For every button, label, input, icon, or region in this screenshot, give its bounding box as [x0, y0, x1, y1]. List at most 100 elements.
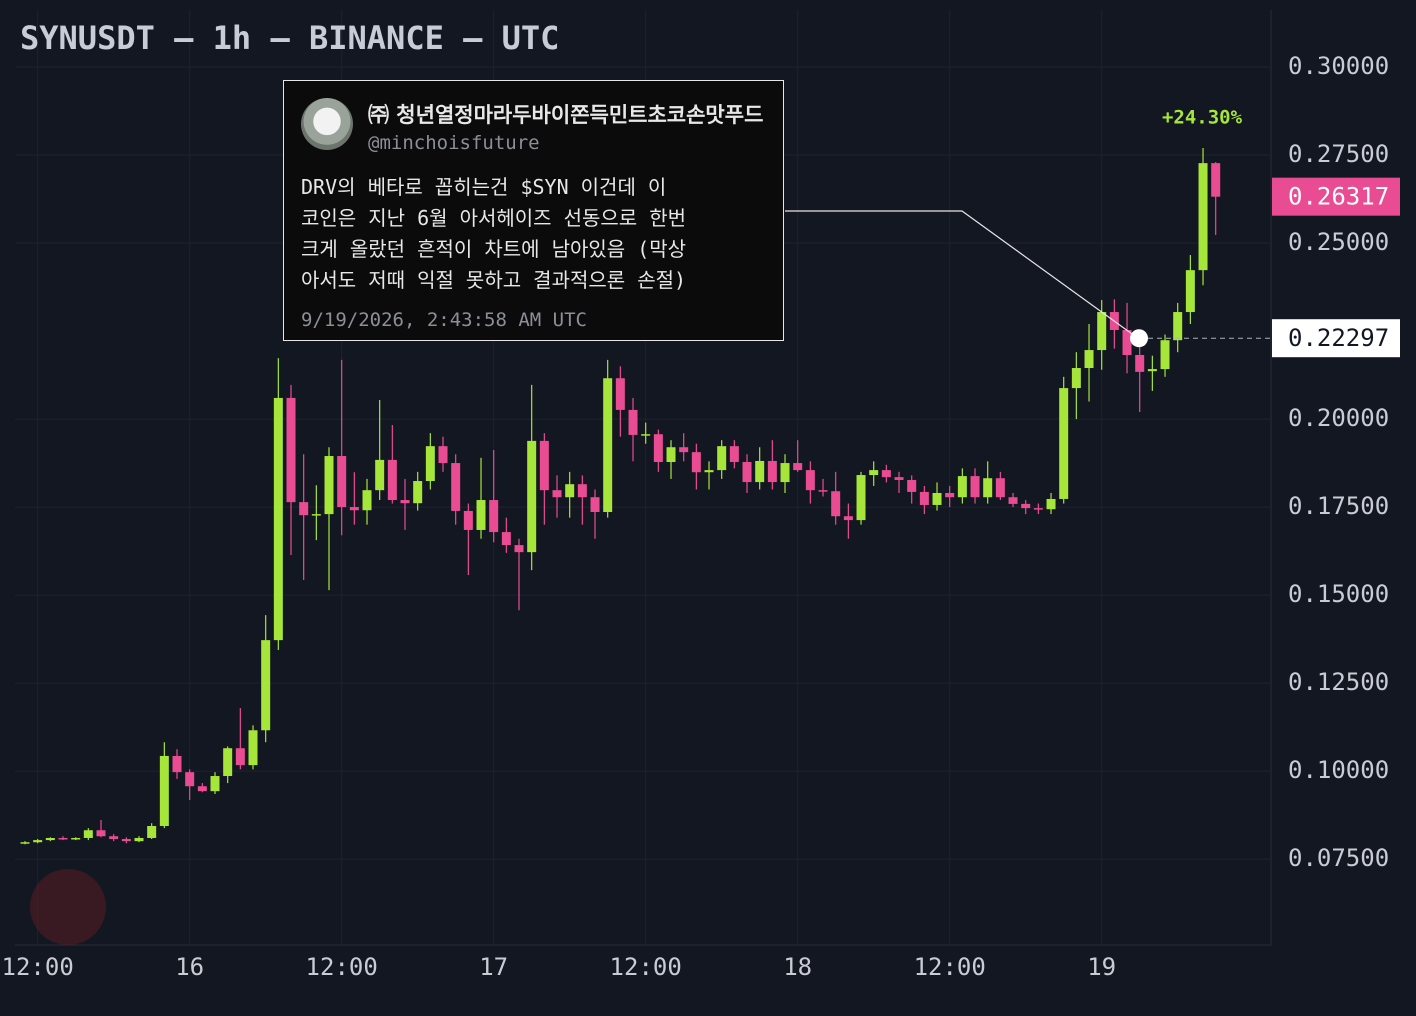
candle-body: [843, 516, 853, 521]
candle-body: [501, 532, 511, 546]
annotation-connector: [785, 210, 1140, 340]
candle-body: [552, 490, 562, 498]
candle-body: [172, 755, 182, 773]
candle-body: [235, 748, 245, 766]
last-price-label: 0.26317: [1288, 183, 1389, 211]
marker-price-box: [1272, 319, 1400, 358]
candle-body: [1008, 497, 1018, 504]
candle-body: [767, 460, 777, 483]
candle-body: [780, 463, 790, 483]
x-tick-label: 16: [175, 953, 204, 981]
candle-body: [932, 492, 942, 505]
x-tick-label: 19: [1087, 953, 1116, 981]
candle-body: [463, 510, 473, 530]
candle-body: [1185, 270, 1195, 313]
candle-body: [45, 837, 55, 841]
candle-body: [185, 772, 195, 787]
tweet-card: ㈜ 청년열정마라두바이쫀득민트초코손맛푸드 @minchoisfuture DR…: [283, 80, 784, 341]
overlay: 0.07500 0.10000 0.12500 0.15000 0.17500 0.200…: [2, 52, 1400, 981]
x-tick-label: 17: [479, 953, 508, 981]
candle-body: [58, 837, 68, 840]
candle-body: [704, 470, 714, 473]
candle-body: [970, 476, 980, 498]
y-tick-label: 0.25000: [1288, 228, 1389, 256]
tweet-line: 코인은 지난 6월 아서헤이즈 선동으로 한번: [301, 206, 687, 230]
candle-body: [742, 462, 752, 483]
candle-body: [894, 477, 904, 480]
candle-body: [615, 378, 625, 410]
tweet-handle: @minchoisfuture: [368, 132, 540, 154]
tweet-line: 아서도 저때 익절 못하고 결과적으론 손절): [301, 268, 687, 292]
candle-body: [1122, 329, 1132, 355]
candle-body: [805, 470, 815, 491]
candle-body: [514, 545, 524, 553]
candle-body: [159, 755, 169, 827]
candle-body: [476, 500, 486, 530]
y-tick-label: 0.17500: [1288, 492, 1389, 520]
candle-body: [83, 830, 93, 838]
candle-body: [1160, 340, 1170, 370]
candle-body: [147, 826, 157, 838]
y-tick-label: 0.30000: [1288, 52, 1389, 80]
x-tick-label: 12:00: [2, 953, 74, 981]
candle-body: [248, 730, 258, 766]
candle-body: [983, 478, 993, 498]
candle-body: [489, 500, 499, 533]
tweet-line: DRV의 베타로 꼽히는건 $SYN 이건데 이: [301, 175, 667, 199]
candle-body: [577, 484, 587, 498]
candle-body: [755, 460, 765, 483]
candle-body: [539, 440, 549, 491]
x-tick-label: 12:00: [914, 953, 986, 981]
candle-body: [349, 507, 359, 511]
y-tick-label: 0.12500: [1288, 668, 1389, 696]
candle-body: [210, 776, 220, 792]
candle-body: [197, 786, 207, 792]
candle-body: [590, 497, 600, 512]
y-tick-label: 0.27500: [1288, 140, 1389, 168]
candle-body: [729, 446, 739, 463]
candle-body: [628, 409, 638, 435]
candle-body: [324, 456, 334, 515]
y-tick-label: 0.07500: [1288, 844, 1389, 872]
candle-body: [869, 470, 879, 476]
watermark-logo: [30, 869, 106, 945]
candle-body: [995, 478, 1005, 498]
candle-body: [362, 490, 372, 511]
candle-body: [919, 491, 929, 505]
candle-body: [299, 502, 309, 516]
last-price-box: [1272, 177, 1400, 216]
candle-body: [527, 440, 537, 553]
candle-body: [451, 463, 461, 511]
candle-body: [1033, 508, 1043, 510]
candle-body: [387, 459, 397, 501]
candle-body: [679, 447, 689, 453]
x-tick-label: 12:00: [306, 953, 378, 981]
candle-body: [337, 456, 347, 508]
y-tick-label: 0.10000: [1288, 756, 1389, 784]
candle-body: [565, 484, 575, 498]
candle-body: [1198, 163, 1208, 271]
candle-body: [856, 475, 866, 521]
candle-body: [1071, 368, 1081, 389]
tweet-author: ㈜ 청년열정마라두바이쫀득민트초코손맛푸드: [368, 103, 764, 127]
candle-body: [121, 839, 131, 842]
tweet-timestamp: 9/19/2026, 2:43:58 AM UTC: [301, 309, 587, 331]
candle-body: [375, 459, 385, 491]
candle-body: [717, 446, 727, 471]
candle-body: [33, 840, 43, 843]
candle-body: [273, 397, 283, 641]
candle-body: [1135, 354, 1145, 372]
x-tick-label: 18: [783, 953, 812, 981]
candle-body: [1211, 163, 1221, 197]
candle-body: [793, 463, 803, 471]
candle-body: [831, 491, 841, 517]
candle-body: [653, 434, 663, 463]
candles: [20, 147, 1221, 845]
chart-title: SYNUSDT — 1h — BINANCE — UTC: [20, 19, 559, 57]
candle-body: [691, 452, 701, 473]
candle-body: [1084, 350, 1094, 369]
tweet-line: 크게 올랐던 흔적이 차트에 남아있음 (막상: [301, 237, 687, 261]
candle-body: [20, 842, 30, 844]
candle-body: [641, 434, 651, 436]
